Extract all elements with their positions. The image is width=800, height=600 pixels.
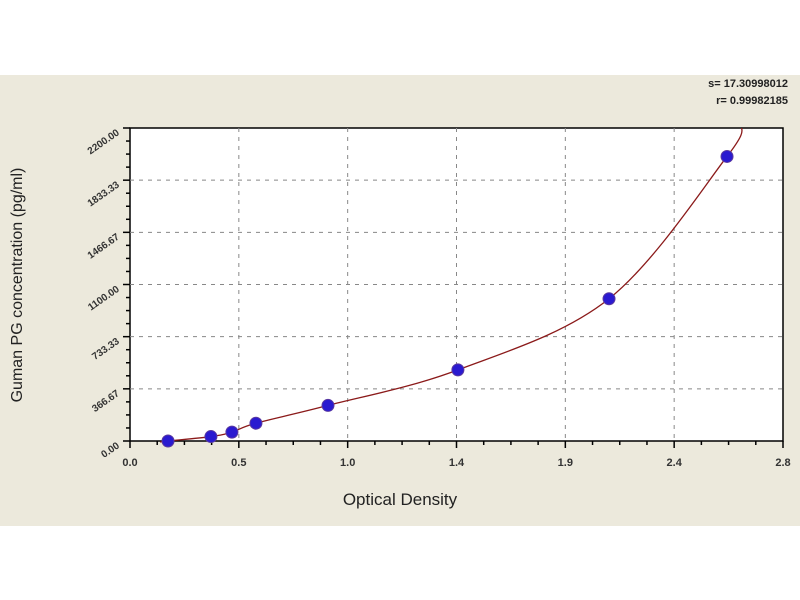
- x-tick-label: 0.0: [122, 457, 137, 469]
- x-tick-label: 2.4: [667, 457, 683, 469]
- stat-r: r= 0.99982185: [716, 95, 788, 107]
- y-tick-label: 1466.67: [86, 232, 122, 262]
- stat-s: s= 17.30998012: [708, 78, 788, 90]
- data-point: [720, 149, 734, 163]
- data-point: [321, 398, 335, 412]
- y-tick-label: 0.00: [99, 440, 122, 460]
- x-tick-label: 0.5: [231, 457, 246, 469]
- y-tick-label: 366.67: [90, 388, 122, 415]
- x-tick-label: 1.0: [340, 457, 355, 469]
- y-tick-label: 1100.00: [86, 284, 122, 314]
- data-point: [602, 292, 616, 306]
- x-axis-label: Optical Density: [342, 490, 458, 509]
- data-point: [451, 363, 465, 377]
- y-tick-label: 2200.00: [86, 127, 122, 157]
- y-tick-label: 1833.33: [86, 179, 122, 209]
- x-tick-label: 2.8: [775, 457, 790, 469]
- x-tick-label: 1.9: [558, 457, 573, 469]
- x-tick-label: 1.4: [449, 457, 465, 469]
- y-axis-label: Guman PG concentration (pg/ml): [9, 167, 26, 403]
- data-point: [161, 434, 175, 448]
- y-tick-label: 733.33: [90, 336, 122, 363]
- data-point: [249, 416, 263, 430]
- data-point: [204, 430, 218, 444]
- data-point: [225, 425, 239, 439]
